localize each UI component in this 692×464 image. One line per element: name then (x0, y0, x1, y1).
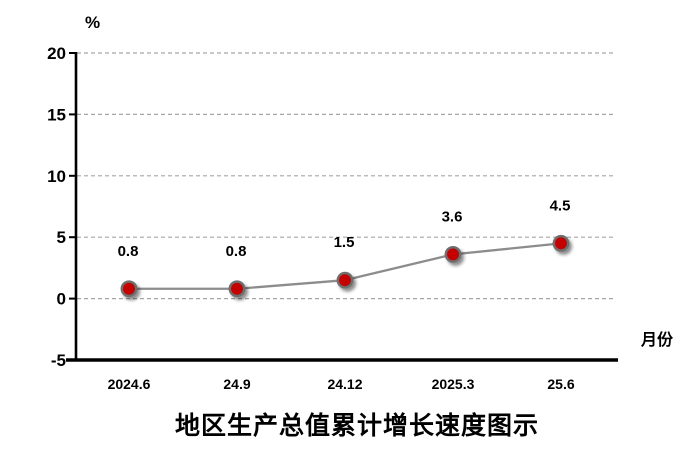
x-tick-label: 24.12 (327, 376, 362, 392)
data-point-label: 4.5 (550, 197, 571, 214)
y-tick-label: 15 (47, 105, 66, 124)
x-tick-label: 2024.6 (108, 376, 151, 392)
data-point-label: 3.6 (442, 208, 463, 225)
data-point-marker (552, 234, 570, 252)
chart-title: 地区生产总值累计增长速度图示 (174, 413, 539, 440)
y-tick-label: 0 (57, 290, 66, 309)
x-tick-label: 24.9 (223, 376, 250, 392)
y-tick-label: 20 (47, 44, 66, 63)
y-tick-label: 5 (57, 228, 66, 247)
data-point-marker (336, 271, 354, 289)
y-tick-label: 10 (47, 167, 66, 186)
data-point-marker (228, 280, 246, 298)
y-tick-label: -5 (51, 351, 66, 370)
data-point-marker (444, 245, 462, 263)
x-tick-label: 25.6 (547, 376, 574, 392)
x-axis-title: 月份 (641, 332, 674, 349)
data-point-label: 1.5 (334, 234, 355, 251)
y-axis-unit-label: % (85, 13, 101, 32)
x-tick-label: 2025.3 (432, 376, 475, 392)
data-point-marker (120, 280, 138, 298)
data-point-label: 0.8 (118, 243, 139, 260)
data-point-label: 0.8 (226, 243, 247, 260)
